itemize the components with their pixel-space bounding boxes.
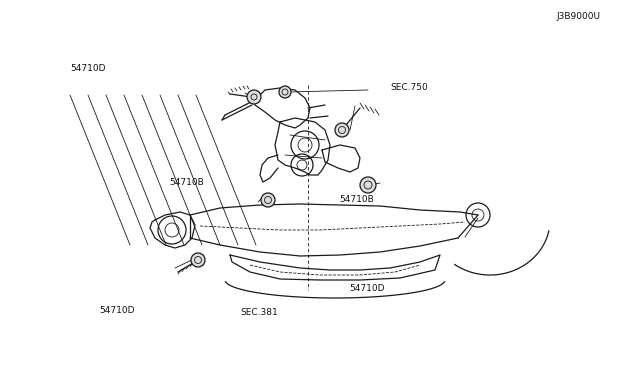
Text: 54710D: 54710D [99,306,134,315]
Circle shape [335,123,349,137]
Text: SEC.381: SEC.381 [240,308,278,317]
Circle shape [261,193,275,207]
Circle shape [360,177,376,193]
Circle shape [191,253,205,267]
Text: 54710B: 54710B [339,195,374,203]
Text: SEC.750: SEC.750 [390,83,428,92]
Text: J3B9000U: J3B9000U [557,12,601,21]
Text: 54710B: 54710B [170,178,204,187]
Circle shape [279,86,291,98]
Text: 54710D: 54710D [349,284,384,293]
Circle shape [247,90,261,104]
Text: 54710D: 54710D [70,64,106,73]
